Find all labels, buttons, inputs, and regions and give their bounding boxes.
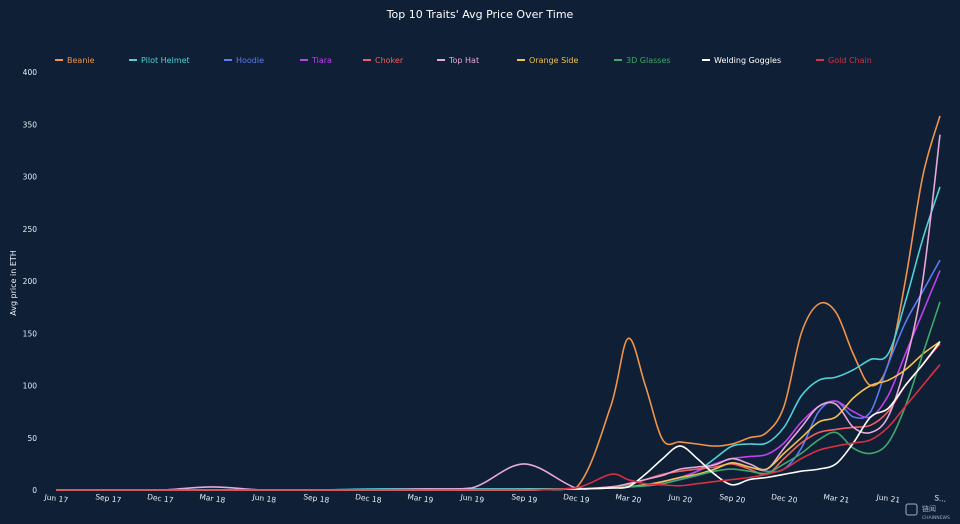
watermark-text: 链闻 <box>922 504 936 513</box>
x-tick-label: Jun 17 <box>43 492 69 504</box>
y-axis-label: Avg price in ETH <box>9 250 18 316</box>
x-tick-label: Mar 18 <box>199 492 226 505</box>
watermark-logo-icon <box>905 503 918 516</box>
y-tick-label: 400 <box>23 68 38 77</box>
series-line-pilot-helmet <box>56 186 941 491</box>
series-line-gold-chain <box>56 364 941 491</box>
y-tick-label: 350 <box>23 120 38 129</box>
y-tick-label: 200 <box>23 277 38 286</box>
x-tick-label: Dec 19 <box>563 492 591 505</box>
x-tick-label: Sep 17 <box>95 492 122 505</box>
x-tick-label: Sep 19 <box>511 492 538 505</box>
x-tick-label: Dec 18 <box>355 492 383 505</box>
watermark-subtext: CHAINNEWS <box>922 515 950 521</box>
x-tick-label: Dec 17 <box>147 492 175 505</box>
legend-label: Pilot Helmet <box>141 56 190 65</box>
legend-item-welding-goggles: Welding Goggles <box>702 56 781 65</box>
watermark: 链闻 CHAINNEWS <box>905 503 950 521</box>
y-tick-label: 250 <box>23 225 38 234</box>
x-tick-label: Sep 18 <box>303 492 330 505</box>
x-tick-label: Jun 21 <box>875 492 901 504</box>
legend-item-pilot-helmet: Pilot Helmet <box>129 56 190 65</box>
series-line-tiara <box>56 270 941 491</box>
legend-label: Beanie <box>67 56 95 65</box>
x-tick-label: Sep 20 <box>719 492 746 505</box>
x-tick-label: Jun 20 <box>667 492 693 504</box>
x-tick-label: Dec 20 <box>771 492 799 505</box>
x-tick-label: S... <box>934 493 947 504</box>
y-tick-label: 50 <box>27 434 37 443</box>
legend-label: Tiara <box>311 56 332 65</box>
x-tick-label: Mar 19 <box>407 492 434 505</box>
y-tick-label: 300 <box>23 173 38 182</box>
legend-label: Orange Side <box>529 56 578 65</box>
chart-legend: Beanie Pilot Helmet Hoodie Tiara Choker Top H… <box>55 56 872 65</box>
series-line-3d-glasses <box>56 301 941 491</box>
y-tick-label: 0 <box>32 486 37 495</box>
y-tick-label: 150 <box>23 329 38 338</box>
legend-label: Gold Chain <box>828 56 872 65</box>
x-axis-ticks: Jun 17 Sep 17 Dec 17 Mar 18 Jun 18 Sep 18 Dec … <box>43 492 947 505</box>
x-tick-label: Mar 20 <box>615 492 642 505</box>
x-tick-label: Jun 18 <box>251 492 277 504</box>
legend-item-gold-chain: Gold Chain <box>816 56 872 65</box>
y-axis-ticks: 0 50 100 150 200 250 300 350 400 <box>23 68 38 495</box>
x-tick-label: Mar 21 <box>823 492 850 505</box>
legend-label: Hoodie <box>236 56 264 65</box>
legend-item-top-hat: Top Hat <box>437 56 479 65</box>
legend-item-orange-side: Orange Side <box>517 56 578 65</box>
x-tick-label: Jun 19 <box>459 492 485 504</box>
y-tick-label: 100 <box>23 382 38 391</box>
legend-item-beanie: Beanie <box>55 56 95 65</box>
legend-label: 3D Glasses <box>626 56 671 65</box>
chart-title: Top 10 Traits' Avg Price Over Time <box>386 8 574 21</box>
legend-item-3d-glasses: 3D Glasses <box>614 56 671 65</box>
legend-item-tiara: Tiara <box>300 56 332 65</box>
legend-item-choker: Choker <box>363 56 404 65</box>
legend-item-hoodie: Hoodie <box>224 56 264 65</box>
legend-label: Top Hat <box>448 56 479 65</box>
series-lines <box>56 115 941 491</box>
legend-label: Choker <box>375 56 404 65</box>
legend-label: Welding Goggles <box>714 56 781 65</box>
